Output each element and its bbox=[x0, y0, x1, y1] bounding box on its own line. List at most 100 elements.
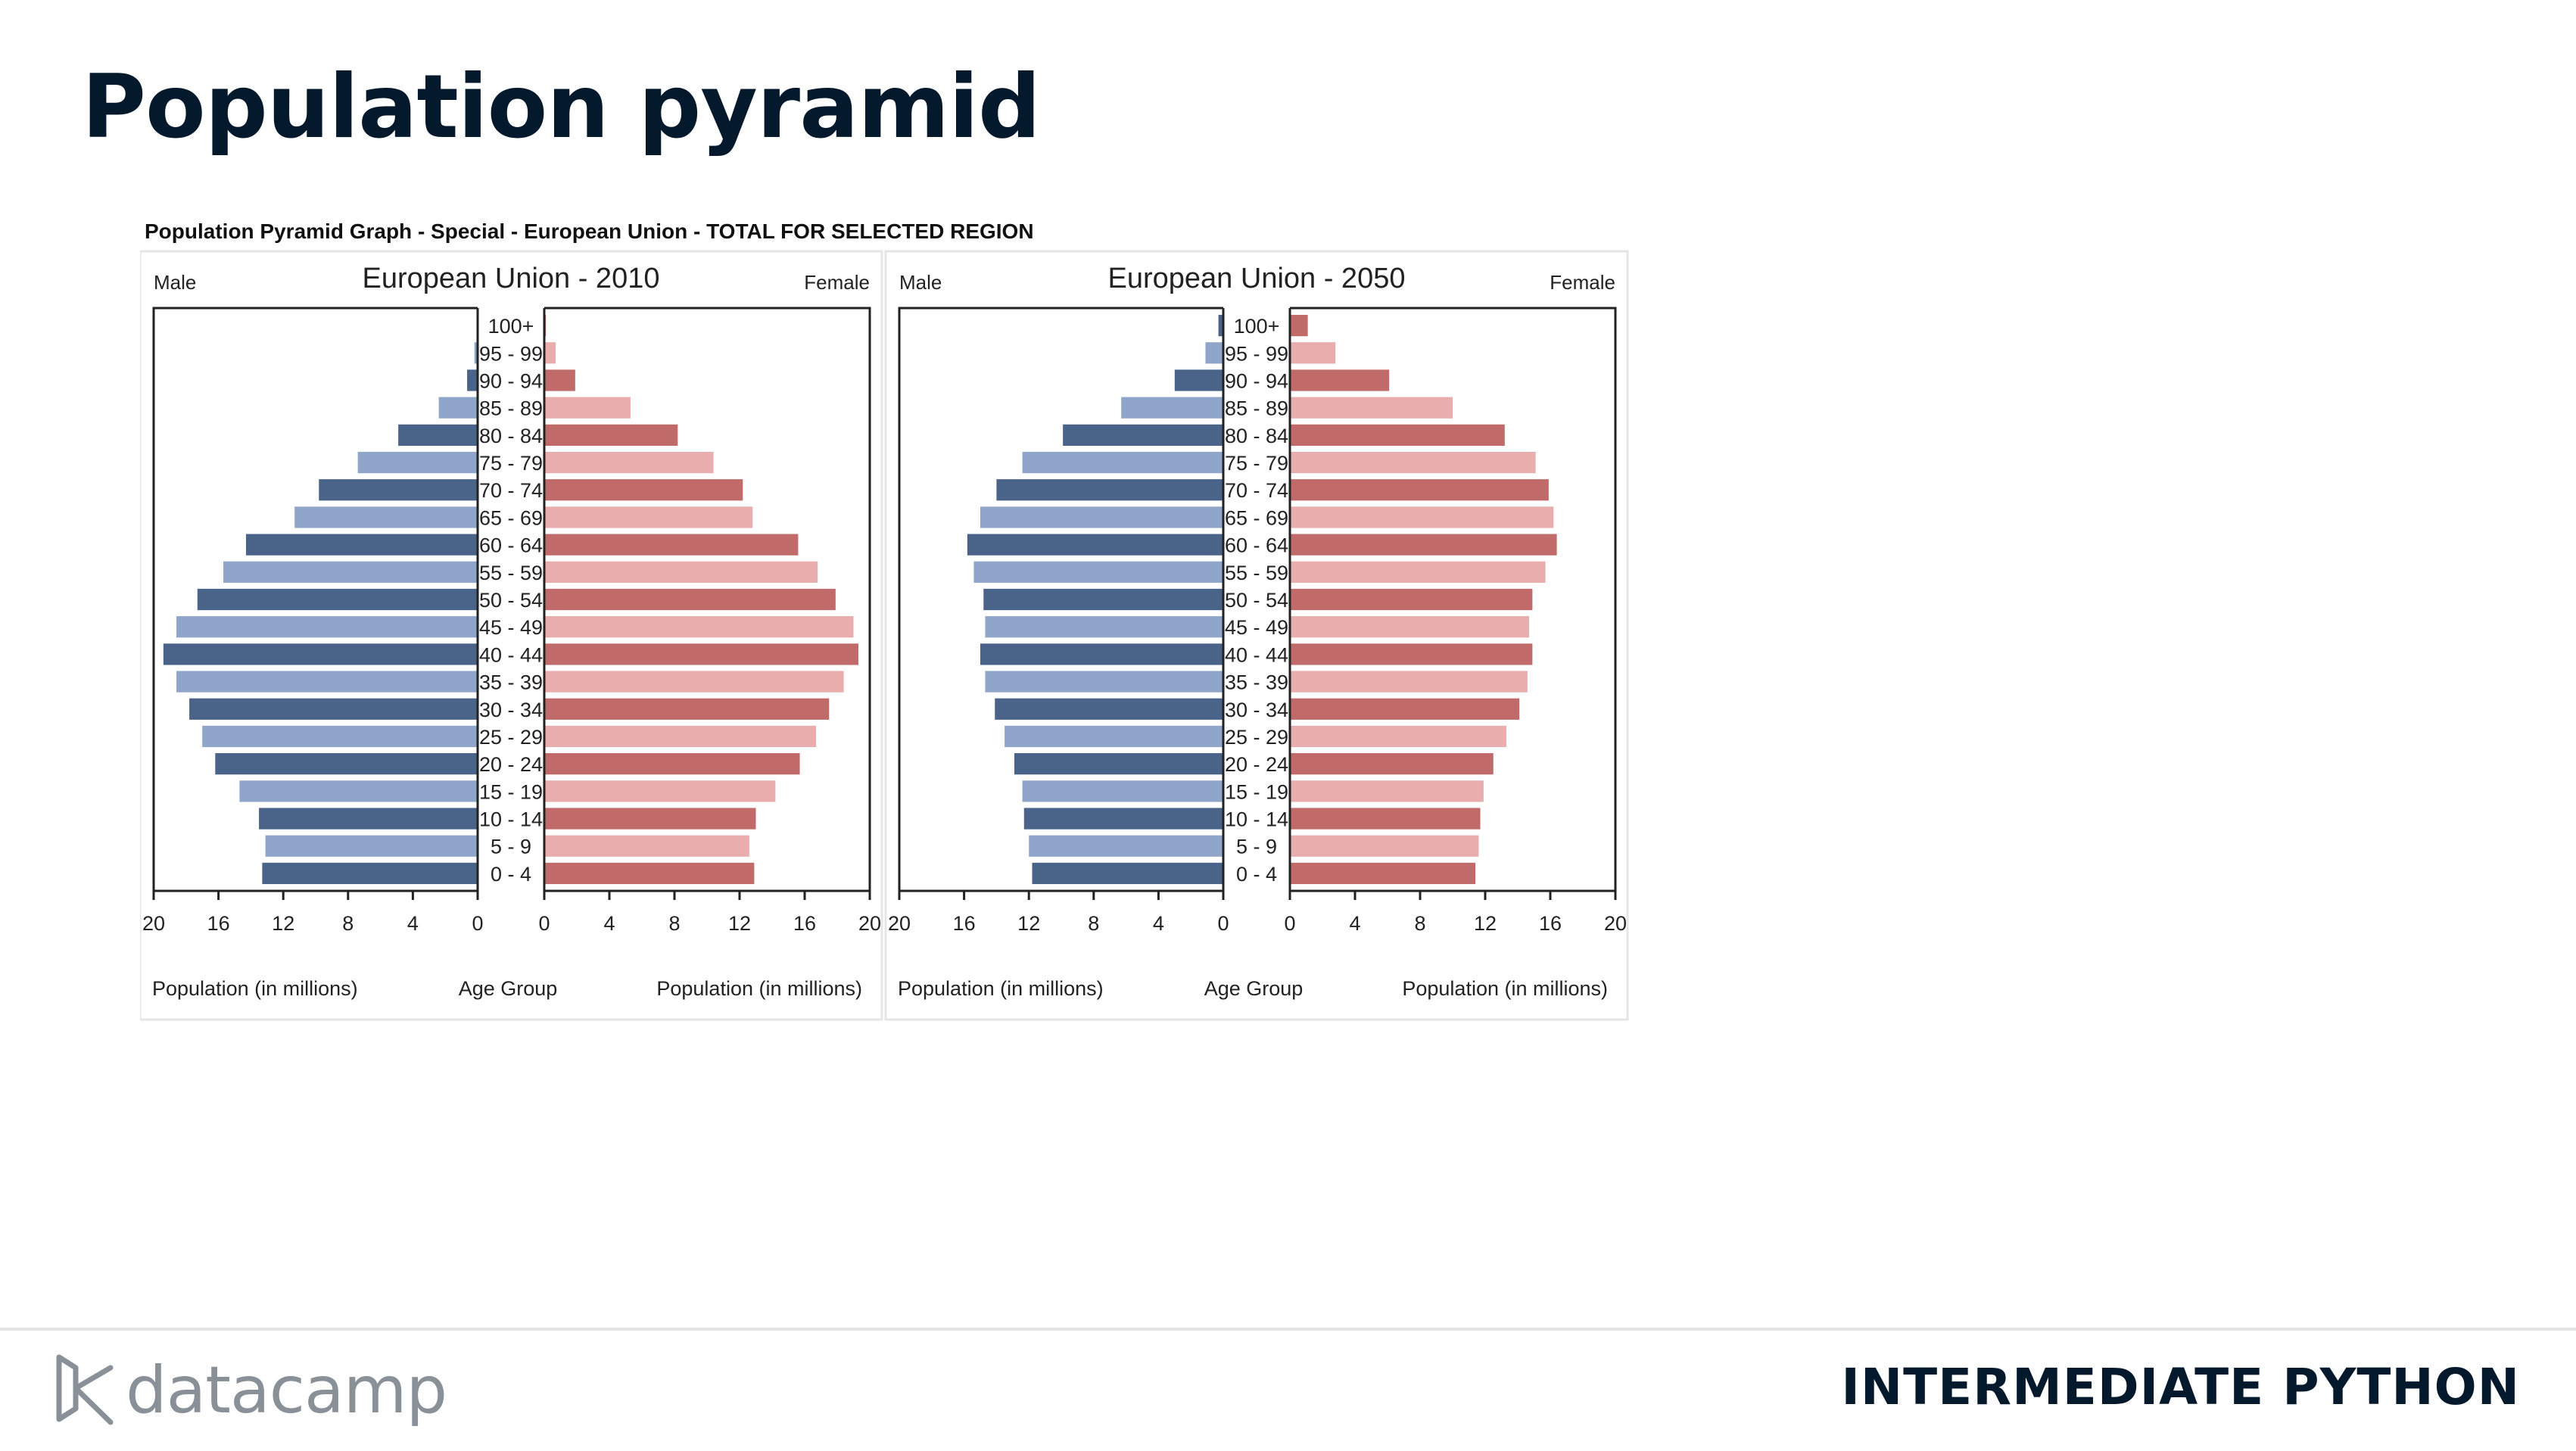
panel-1-age-label: 75 - 79 bbox=[479, 452, 543, 475]
panel-2-female-bar bbox=[1290, 451, 1536, 474]
panel-1-age-label: 25 - 29 bbox=[479, 726, 543, 749]
panel-2-male-tick-label: 12 bbox=[1017, 912, 1040, 935]
panel-1-age-label: 90 - 94 bbox=[479, 369, 543, 392]
panel-1-female-tick-label: 12 bbox=[728, 912, 751, 935]
panel-2-age-label: 95 - 99 bbox=[1225, 342, 1288, 365]
panel-1-female-bar bbox=[544, 643, 858, 665]
panel-1-age-label: 40 - 44 bbox=[479, 643, 543, 666]
panel-2-female-bar bbox=[1290, 753, 1494, 775]
panel-2-female-xlabel: Population (in millions) bbox=[1402, 977, 1608, 1000]
panel-2-male-bar bbox=[1205, 342, 1223, 364]
panel-2-female-label: Female bbox=[1550, 271, 1615, 294]
panel-2-age-label: 10 - 14 bbox=[1225, 808, 1288, 831]
slide-title: Population pyramid bbox=[82, 56, 1041, 158]
panel-1-female-bar bbox=[544, 835, 749, 857]
panel-1-age-label: 20 - 24 bbox=[479, 753, 543, 776]
panel-1-age-axis-label: Age Group bbox=[459, 977, 558, 1000]
panel-1-female-bar bbox=[544, 588, 836, 611]
panel-1-age-label: 70 - 74 bbox=[479, 479, 543, 502]
panel-2-female-bar bbox=[1290, 479, 1549, 501]
panel-2-female-bar bbox=[1290, 561, 1546, 583]
panel-2-male-bar bbox=[980, 506, 1223, 528]
panel-2-female-bar bbox=[1290, 506, 1554, 528]
panel-2-male-bar bbox=[1063, 424, 1223, 446]
panel-1-male-tick-label: 12 bbox=[272, 912, 294, 935]
panel-2-male-bar bbox=[985, 671, 1223, 693]
panel-2-female-tick-label: 20 bbox=[1604, 912, 1627, 935]
panel-2-female-tick-label: 16 bbox=[1539, 912, 1562, 935]
panel-2-age-label: 100+ bbox=[1234, 315, 1280, 338]
panel-2-male-bar bbox=[995, 698, 1223, 720]
panel-2-female-tick-label: 8 bbox=[1414, 912, 1425, 935]
panel-1-female-bar bbox=[544, 369, 575, 391]
panel-1-female-tick-label: 0 bbox=[538, 912, 550, 935]
datacamp-logo-icon bbox=[56, 1354, 114, 1425]
panel-2-male-bar bbox=[980, 643, 1223, 665]
panel-2-male-bar bbox=[1121, 397, 1223, 419]
panel-1-male-bar bbox=[197, 588, 478, 611]
panel-1-male-tick-label: 20 bbox=[142, 912, 165, 935]
panel-2-age-label: 20 - 24 bbox=[1225, 753, 1288, 776]
panel-1-male-bar bbox=[176, 616, 478, 638]
panel-1-female-bar bbox=[544, 342, 556, 364]
panel-2-age-label: 60 - 64 bbox=[1225, 534, 1288, 557]
panel-1-female-bar bbox=[544, 725, 817, 748]
panel-2-age-label: 15 - 19 bbox=[1225, 780, 1288, 803]
panel-2-female-bar bbox=[1290, 369, 1390, 391]
panel-2-title: European Union - 2050 bbox=[1108, 263, 1406, 294]
population-pyramid-figure: Population Pyramid Graph - Special - Eur… bbox=[140, 212, 1631, 1029]
panel-1-male-label: Male bbox=[154, 271, 196, 294]
panel-2-male-xlabel: Population (in millions) bbox=[898, 977, 1104, 1000]
panel-2-male-bar bbox=[996, 479, 1223, 501]
panel-1-age-label: 65 - 69 bbox=[479, 506, 543, 529]
panel-2-male-tick-label: 16 bbox=[953, 912, 976, 935]
panel-1-age-label: 5 - 9 bbox=[491, 836, 531, 858]
population-pyramid-chart: Population Pyramid Graph - Special - Eur… bbox=[140, 220, 1629, 1021]
panel-2-male-bar bbox=[1023, 808, 1223, 830]
panel-2-female-bar bbox=[1290, 780, 1484, 802]
panel-1-female-tick-label: 8 bbox=[668, 912, 680, 935]
panel-1-age-label: 10 - 14 bbox=[479, 808, 543, 831]
panel-2-female-bar bbox=[1290, 588, 1533, 611]
panel-1-age-label: 80 - 84 bbox=[479, 425, 543, 447]
panel-2-male-bar bbox=[1032, 862, 1223, 885]
panel-2-age-label: 65 - 69 bbox=[1225, 506, 1288, 529]
panel-1-male-tick-label: 4 bbox=[407, 912, 419, 935]
panel-2-age-label: 75 - 79 bbox=[1225, 452, 1288, 475]
panel-2-male-bar bbox=[1174, 369, 1223, 391]
panel-1-female-bar bbox=[544, 671, 844, 693]
panel-2-male-tick-label: 4 bbox=[1153, 912, 1164, 935]
footer-divider bbox=[0, 1328, 2576, 1331]
panel-1-male-tick-label: 0 bbox=[472, 912, 483, 935]
panel-2-age-label: 25 - 29 bbox=[1225, 726, 1288, 749]
panel-1-male-bar bbox=[262, 862, 478, 885]
panel-1-female-bar bbox=[544, 479, 743, 501]
panel-1-male-bar bbox=[239, 780, 478, 802]
panel-2-age-axis-label: Age Group bbox=[1204, 977, 1304, 1000]
panel-2-male-bar bbox=[985, 616, 1223, 638]
panel-1-male-bar bbox=[294, 506, 478, 528]
panel-2-female-bar bbox=[1290, 342, 1336, 364]
panel-1-female-bar bbox=[544, 862, 755, 885]
panel-2-female-bar bbox=[1290, 835, 1479, 857]
panel-1-female-bar bbox=[544, 561, 818, 583]
panel-2-male-tick-label: 0 bbox=[1217, 912, 1229, 935]
panel-2-female-bar bbox=[1290, 725, 1506, 748]
panel-2-age-label: 80 - 84 bbox=[1225, 425, 1288, 447]
panel-2-female-bar bbox=[1290, 314, 1308, 337]
panel-1-female-bar bbox=[544, 753, 800, 775]
panel-1-male-xlabel: Population (in millions) bbox=[152, 977, 358, 1000]
panel-1-female-bar bbox=[544, 780, 776, 802]
panel-1-female-bar bbox=[544, 506, 753, 528]
panel-2-age-label: 90 - 94 bbox=[1225, 369, 1288, 392]
panel-1-male-bar bbox=[202, 725, 478, 748]
panel-2-male-bar bbox=[967, 534, 1223, 556]
panel-1-female-label: Female bbox=[804, 271, 870, 294]
panel-1-age-label: 50 - 54 bbox=[479, 589, 543, 612]
panel-2-male-bar bbox=[1022, 780, 1223, 802]
panel-2-age-label: 85 - 89 bbox=[1225, 397, 1288, 420]
panel-2-female-bar bbox=[1290, 808, 1481, 830]
panel-2-male-bar bbox=[973, 561, 1223, 583]
panel-1-female-bar bbox=[544, 698, 830, 720]
panel-2-female-bar bbox=[1290, 698, 1520, 720]
